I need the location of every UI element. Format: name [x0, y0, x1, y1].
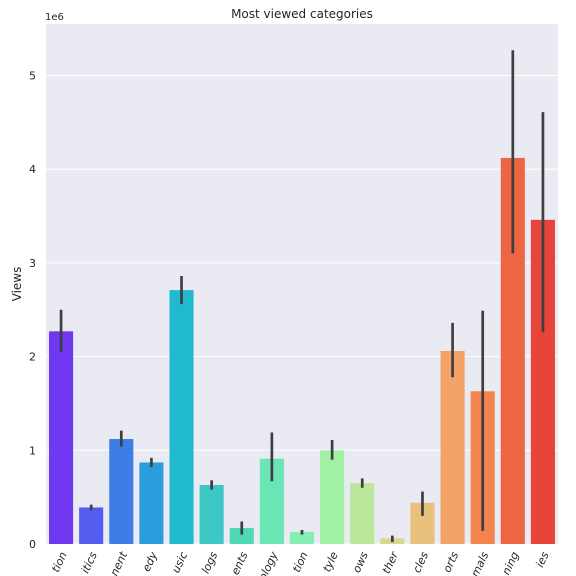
bar: [139, 462, 164, 544]
bar: [109, 439, 134, 544]
bar: [320, 450, 345, 544]
chart-title: Most viewed categories: [231, 7, 373, 21]
x-tick-label: ther: [380, 548, 402, 575]
x-tick-label: tyle: [320, 550, 341, 574]
bar: [289, 531, 315, 544]
bar: [440, 350, 465, 544]
y-axis-label: Views: [10, 267, 24, 302]
x-tick-label: mals: [469, 550, 492, 576]
y-tick-label: 0: [29, 538, 36, 551]
x-tick-label: logs: [199, 550, 220, 576]
y-tick-label: 3: [29, 257, 36, 270]
y-tick-label: 5: [29, 70, 36, 83]
bar: [229, 528, 254, 544]
x-tick-label: edy: [140, 549, 161, 573]
error-bars: [59, 50, 545, 543]
x-tick-label: cles: [410, 550, 431, 575]
x-tick-label: ies: [533, 550, 551, 570]
y-offset-label: 1e6: [45, 12, 64, 23]
x-tick-label: tion: [49, 550, 70, 575]
y-tick-label: 4: [29, 163, 36, 176]
x-tick-label: itics: [79, 550, 100, 576]
y-tick-label: 1: [29, 444, 36, 457]
y-tick-label: 2: [29, 351, 36, 364]
bar: [169, 290, 194, 544]
bar: [79, 507, 104, 544]
bar: [199, 484, 224, 544]
x-tick-label: nent: [108, 549, 131, 576]
x-tick-label: ents: [229, 550, 251, 576]
bar: [350, 483, 375, 544]
bar: [49, 331, 74, 544]
y-axis-ticks: 0 1 2 3 4 5: [29, 70, 36, 551]
x-tick-label: usic: [169, 550, 190, 575]
x-tick-label: ows: [350, 550, 371, 575]
x-tick-label: ology: [256, 549, 281, 576]
x-axis-labels: tion itics nent edy usic logs ents ology tion tyl…: [49, 548, 552, 576]
x-tick-label: orts: [441, 550, 462, 575]
x-tick-label: tion: [290, 550, 311, 575]
x-tick-label: ning: [500, 550, 522, 576]
